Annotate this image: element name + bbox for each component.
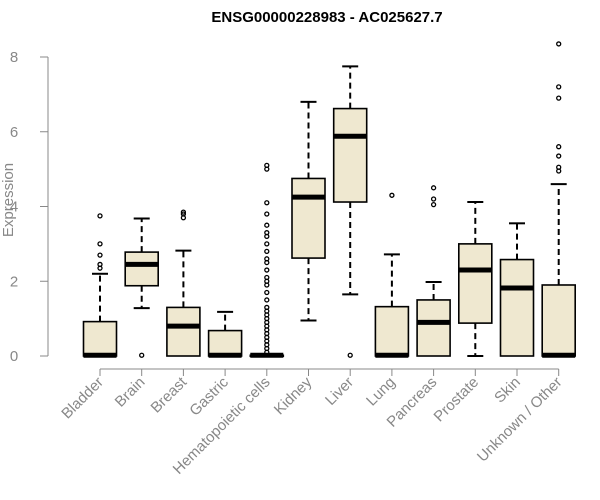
outlier-point <box>264 304 270 311</box>
boxes-layer <box>82 41 577 358</box>
outlier-point <box>97 252 103 258</box>
y-tick-label: 4 <box>10 199 18 216</box>
outlier-point <box>264 248 270 255</box>
outlier-point <box>264 274 270 281</box>
outlier-point <box>264 267 270 273</box>
outlier-point <box>97 213 103 219</box>
box-group <box>166 209 201 357</box>
outlier-point <box>430 196 437 202</box>
box-group <box>249 162 285 358</box>
outlier-point <box>264 256 270 262</box>
y-tick-label: 6 <box>10 124 18 141</box>
x-tick-label: Bladder <box>58 374 107 423</box>
y-axis: 0 2 4 6 8 <box>10 49 49 365</box>
outlier-point <box>556 84 562 90</box>
box-group <box>374 192 410 358</box>
outlier-point <box>97 241 103 247</box>
outlier-point <box>264 289 270 296</box>
box <box>332 107 368 203</box>
x-tick-label: Liver <box>322 374 357 409</box>
box <box>82 320 118 357</box>
box-group <box>332 65 368 358</box>
x-tick-label: Brain <box>112 374 149 411</box>
outlier-point <box>556 153 562 159</box>
box-group <box>207 310 243 358</box>
chart-title: ENSG00000228983 - AC025627.7 <box>211 9 442 26</box>
x-tick-label: Prostate <box>431 374 483 426</box>
box <box>291 177 326 259</box>
outlier-point <box>556 164 562 170</box>
box <box>541 284 577 357</box>
outlier-point <box>264 230 270 236</box>
box <box>416 299 451 357</box>
x-tick-label: Breast <box>148 373 191 416</box>
box <box>374 305 410 357</box>
outlier-point <box>264 211 270 217</box>
outlier-point <box>556 41 562 47</box>
outlier-point <box>264 162 270 169</box>
outlier-point <box>139 352 145 358</box>
y-tick-label: 8 <box>10 49 18 66</box>
outlier-point <box>264 200 270 206</box>
box <box>457 243 493 324</box>
x-tick-label: Skin <box>491 374 524 407</box>
outlier-point <box>180 209 187 215</box>
box <box>124 251 159 287</box>
x-tick-label: Lung <box>363 374 399 410</box>
outlier-point <box>556 95 562 101</box>
box-group <box>82 213 118 358</box>
outlier-point <box>264 241 270 247</box>
box-group <box>124 217 159 358</box>
box <box>166 306 201 357</box>
y-axis-title: Expression <box>0 163 17 237</box>
box <box>207 329 243 357</box>
box-group <box>457 201 493 357</box>
y-tick-label: 0 <box>10 348 18 365</box>
outlier-point <box>389 192 395 198</box>
y-tick-label: 2 <box>10 273 18 290</box>
box-group <box>541 41 577 358</box>
outlier-point <box>347 352 353 358</box>
outlier-point <box>430 185 437 191</box>
outlier-point <box>430 201 437 208</box>
box-group <box>499 222 535 357</box>
outlier-point <box>556 144 562 150</box>
outlier-point <box>264 222 270 228</box>
outlier-point <box>97 261 103 268</box>
box-group <box>416 185 451 357</box>
box <box>499 258 535 357</box>
outlier-point <box>264 297 270 303</box>
x-tick-label: Kidney <box>271 373 316 418</box>
outlier-point <box>180 211 187 217</box>
box-group <box>291 100 326 322</box>
